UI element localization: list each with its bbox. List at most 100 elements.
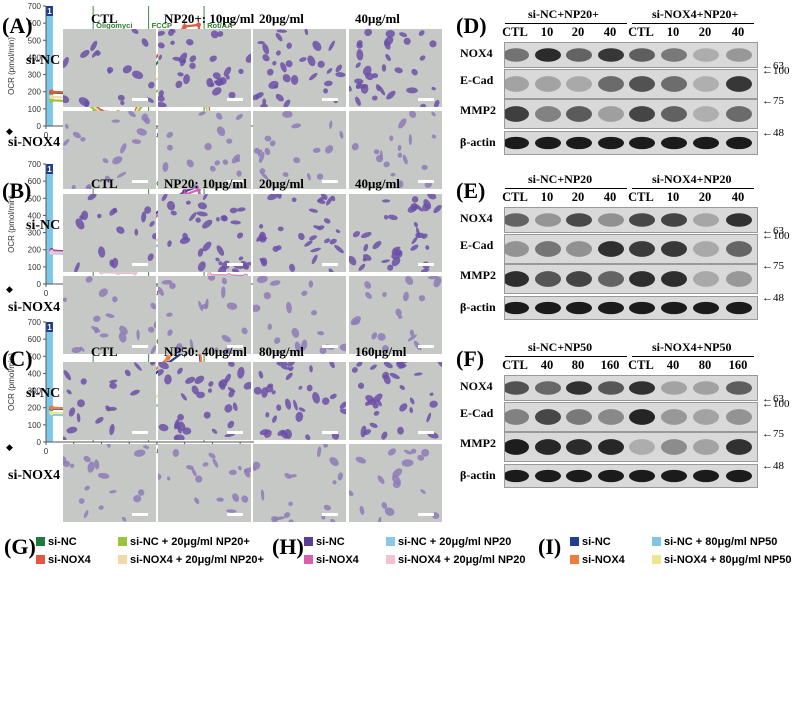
y-tick-label: 200 (28, 404, 42, 413)
lane-label: 80 (698, 358, 712, 372)
micrograph-image (63, 194, 156, 272)
blot-strip (504, 432, 758, 462)
legend-label: si-NOX4 (316, 554, 359, 566)
y-tick-label: 600 (28, 177, 42, 186)
blot-strip (504, 402, 758, 432)
scale-bar (418, 98, 434, 101)
data-point (49, 89, 54, 95)
scale-bar (132, 431, 148, 434)
column-header: 40μg/ml (355, 11, 400, 26)
group-underline (505, 356, 627, 357)
data-point (49, 94, 54, 100)
panel-letter: (F) (456, 346, 485, 371)
scale-bar (227, 263, 243, 266)
micrograph-image (349, 276, 442, 354)
legend-entry: si-NC (570, 536, 611, 548)
legend-label: si-NC + 20μg/ml NP20 (398, 536, 512, 548)
blot-strip (504, 234, 758, 264)
micrograph-image (253, 444, 346, 522)
row-label: si-NOX4 (8, 300, 61, 315)
legend-swatch (118, 555, 127, 564)
scale-bar (322, 431, 338, 434)
mw-marker: ←100 (762, 230, 790, 242)
lane-label: 40 (731, 190, 745, 204)
micrograph-image (158, 29, 251, 107)
figure: (A) CTL NP20+: 10μg/ml 20μg/ml 40μg/ml si-NC s… (2, 2, 791, 566)
y-tick-label: 600 (28, 19, 42, 28)
injection-label: Oligomyci (96, 21, 132, 30)
panel-letter: (E) (456, 178, 486, 203)
legend-entry: si-NOX4 + 20μg/ml NP20 (386, 554, 525, 566)
mw-marker: ←75 (762, 260, 784, 272)
group-underline (632, 356, 754, 357)
lane-label: CTL (502, 190, 528, 204)
legend-entry: si-NC + 20μg/ml NP20+ (118, 536, 250, 548)
port-badge (46, 322, 53, 332)
group-label: si-NC+NP50 (528, 340, 593, 354)
y-tick-label: 100 (28, 263, 42, 272)
lane-label: 40 (603, 25, 617, 39)
scale-bar (132, 98, 148, 101)
y-tick-label: 700 (28, 318, 42, 327)
column-header: 20μg/ml (259, 176, 304, 191)
x-tick-label: 0 (44, 131, 49, 140)
x-tick-label: 0 (44, 289, 49, 298)
scale-bar (322, 180, 338, 183)
data-point (49, 249, 54, 255)
lane-label: CTL (628, 358, 654, 372)
column-header: 80μg/ml (259, 344, 304, 359)
y-tick-label: 300 (28, 229, 42, 238)
micrograph-image (349, 111, 442, 189)
scale-bar (418, 263, 434, 266)
legend-label: si-NC + 80μg/ml NP50 (664, 536, 778, 548)
mw-marker: ←63 (762, 60, 784, 72)
group-underline (632, 188, 754, 189)
lane-label: 160 (728, 358, 748, 372)
micrograph-image (63, 111, 156, 189)
lane-label: 10 (540, 25, 554, 39)
legend-swatch (304, 537, 313, 546)
lane-label: 20 (571, 25, 585, 39)
protein-label: MMP2 (460, 268, 496, 282)
port-bar (46, 164, 53, 284)
lane-label: CTL (628, 190, 654, 204)
legend-label: si-NOX4 + 80μg/ml NP50 (664, 554, 792, 566)
y-axis-label: OCR (pmol/min) (7, 353, 16, 411)
micrograph-image (349, 362, 442, 440)
mw-marker: ←63 (762, 393, 784, 405)
protein-label: E-Cad (460, 238, 494, 252)
injection-label: Rot/AA (207, 21, 233, 30)
group-label: si-NOX4+NP20+ (652, 7, 739, 21)
micrograph-image (253, 362, 346, 440)
legend-entry: si-NC (36, 536, 77, 548)
legend-entry: si-NC + 20μg/ml NP20 (386, 536, 511, 548)
y-tick-label: 700 (28, 2, 42, 11)
lane-label: 40 (666, 358, 680, 372)
scale-bar (132, 345, 148, 348)
micrograph-image (349, 29, 442, 107)
mw-marker: ←63 (762, 225, 784, 237)
group-underline (505, 188, 627, 189)
y-marker: ◆ (6, 126, 13, 136)
column-header: 160μg/ml (355, 344, 407, 359)
y-tick-label: 100 (28, 105, 42, 114)
scale-bar (132, 263, 148, 266)
y-tick-label: 600 (28, 335, 42, 344)
legend-entry: si-NOX4 (570, 554, 625, 566)
group-label: si-NOX4+NP50 (652, 340, 732, 354)
column-header: CTL (91, 176, 118, 191)
protein-label: NOX4 (460, 46, 493, 60)
lane-label: 20 (698, 190, 712, 204)
y-tick-label: 100 (28, 421, 42, 430)
y-tick-label: 200 (28, 246, 42, 255)
port-bar (46, 322, 53, 442)
data-point (49, 405, 54, 411)
y-tick-label: 500 (28, 352, 42, 361)
lane-label: 160 (600, 358, 620, 372)
blot-strip (504, 464, 758, 488)
micrograph-image (63, 362, 156, 440)
legend-entry: si-NOX4 (36, 554, 91, 566)
protein-label: E-Cad (460, 406, 494, 420)
legend-entry: si-NOX4 + 80μg/ml NP50 (652, 554, 791, 566)
lane-label: 10 (540, 190, 554, 204)
